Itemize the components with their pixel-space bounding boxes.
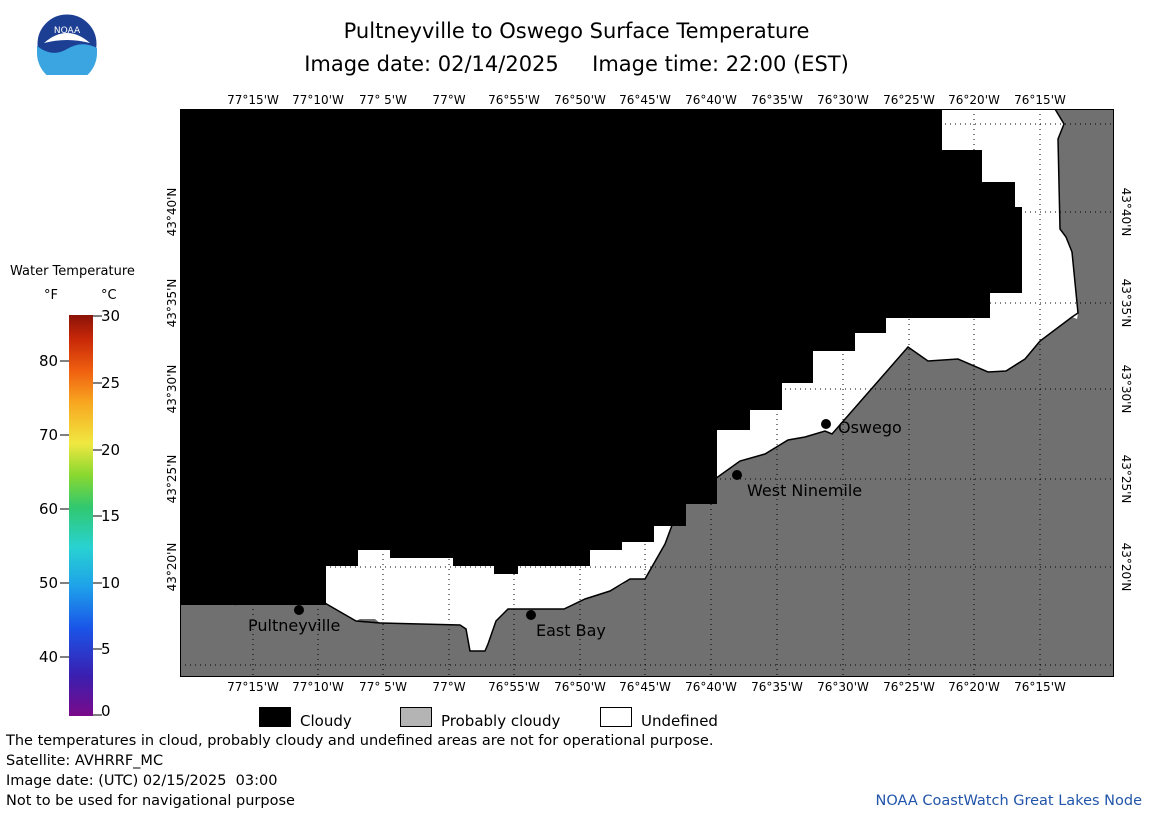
lon-label: 76°55'W	[488, 680, 540, 694]
lon-label: 76°50'W	[554, 93, 606, 107]
legend-swatch-cloudy	[259, 707, 291, 727]
legend-label-cloudy: Cloudy	[300, 712, 352, 730]
city-label-west-ninemile: West Ninemile	[747, 481, 863, 500]
lon-label: 77°W	[432, 93, 466, 107]
f-tick-label: 70	[39, 426, 59, 444]
lat-label: 43°20'N	[165, 542, 179, 592]
lon-label: 77°15'W	[227, 680, 279, 694]
city-label-oswego: Oswego	[838, 418, 902, 437]
lon-label: 77°W	[432, 680, 466, 694]
west-ninemile-marker	[732, 470, 742, 480]
noaa-logo-icon: NOAA	[36, 13, 98, 83]
c-tick-label: 10	[101, 574, 121, 592]
graticule	[180, 109, 1114, 677]
noaa-logo-text: NOAA	[54, 26, 81, 36]
lon-label: 76°35'W	[751, 680, 803, 694]
oswego-marker	[821, 419, 831, 429]
page-title: Pultneyville to Oswego Surface Temperatu…	[343, 19, 810, 43]
page-subtitle: Image date: 02/14/2025 Image time: 22:00…	[304, 52, 849, 76]
lon-label: 76°25'W	[883, 93, 935, 107]
f-tick-label: 80	[39, 352, 59, 370]
f-tick-label: 60	[39, 500, 59, 518]
cloudy-area	[180, 109, 1022, 605]
colorbar-ticks	[60, 315, 102, 716]
legend-swatch-probably-cloudy	[400, 707, 432, 727]
lon-label: 76°45'W	[619, 680, 671, 694]
c-tick-label: 15	[101, 507, 121, 525]
c-tick-label: 0	[101, 702, 111, 720]
lat-label: 43°20'N	[1119, 542, 1133, 592]
lon-label: 76°15'W	[1014, 680, 1066, 694]
c-tick-label: 20	[101, 441, 121, 459]
lon-label: 76°25'W	[883, 680, 935, 694]
lon-label: 76°40'W	[685, 680, 737, 694]
lon-label: 77°10'W	[292, 93, 344, 107]
lon-label: 76°30'W	[817, 680, 869, 694]
f-tick-label: 40	[39, 648, 59, 666]
legend-label-probably-cloudy: Probably cloudy	[441, 712, 561, 730]
lon-label: 76°15'W	[1014, 93, 1066, 107]
lon-label: 76°20'W	[948, 680, 1000, 694]
lon-label: 76°50'W	[554, 680, 606, 694]
note-disclaimer: The temperatures in cloud, probably clou…	[6, 733, 714, 749]
c-tick-label: 5	[101, 640, 111, 658]
lon-label: 76°45'W	[619, 93, 671, 107]
note-navigation: Not to be used for navigational purpose	[6, 793, 295, 809]
colorbar	[69, 315, 93, 716]
lon-label: 76°40'W	[685, 93, 737, 107]
lon-label: 76°20'W	[948, 93, 1000, 107]
east-bay-marker	[526, 610, 536, 620]
lat-label: 43°40'N	[165, 187, 179, 237]
lat-label: 43°25'N	[1119, 454, 1133, 504]
lon-label: 76°30'W	[817, 93, 869, 107]
lon-label: 76°55'W	[488, 93, 540, 107]
note-satellite: Satellite: AVHRRF_MC	[6, 753, 164, 769]
lat-label: 43°35'N	[165, 278, 179, 328]
lon-label: 77°10'W	[292, 680, 344, 694]
city-label-pultneyville: Pultneyville	[248, 616, 341, 635]
lon-label: 77°15'W	[227, 93, 279, 107]
city-label-east-bay: East Bay	[536, 621, 606, 640]
legend-swatch-undefined	[600, 707, 632, 727]
sst-map	[180, 109, 1114, 677]
lat-label: 43°30'N	[165, 364, 179, 414]
noaa-logo: NOAA	[36, 13, 98, 83]
legend-label-undefined: Undefined	[641, 712, 718, 730]
lon-label: 77° 5'W	[359, 680, 407, 694]
colorbar-unit-f: °F	[44, 288, 58, 303]
f-tick-label: 50	[39, 574, 59, 592]
lat-label: 43°35'N	[1119, 278, 1133, 328]
lat-label: 43°40'N	[1119, 187, 1133, 237]
note-utc-date: Image date: (UTC) 02/15/2025 03:00	[6, 773, 278, 789]
lon-label: 77° 5'W	[359, 93, 407, 107]
lon-label: 76°35'W	[751, 93, 803, 107]
credit-link[interactable]: NOAA CoastWatch Great Lakes Node	[875, 793, 1142, 809]
coastline	[234, 109, 1079, 652]
lat-label: 43°25'N	[165, 454, 179, 504]
colorbar-title: Water Temperature	[10, 264, 135, 279]
c-tick-label: 25	[101, 374, 121, 392]
pultneyville-marker	[294, 605, 304, 615]
lat-label: 43°30'N	[1119, 364, 1133, 414]
c-tick-label: 30	[101, 307, 121, 325]
colorbar-unit-c: °C	[101, 288, 117, 303]
